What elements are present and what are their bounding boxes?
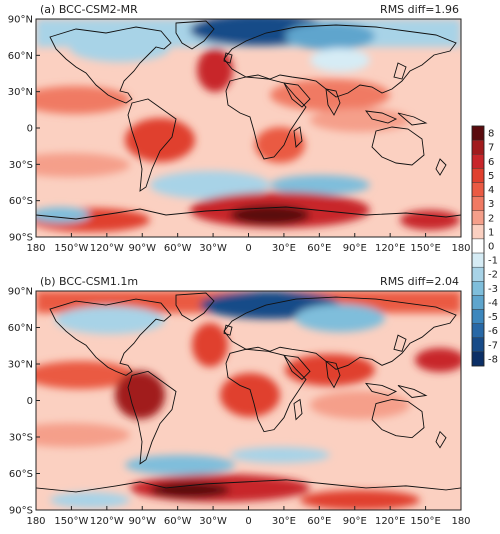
colorbar-swatch bbox=[471, 210, 485, 226]
x-tick-label-b: 150°E bbox=[410, 516, 440, 527]
colorbar-swatch bbox=[471, 252, 485, 268]
y-tick-label-b: 30°N bbox=[8, 360, 33, 371]
x-tick-label-a: 30°W bbox=[199, 243, 227, 254]
x-tick-label-a: 60°E bbox=[307, 243, 331, 254]
x-tick-label-a: 120°E bbox=[375, 243, 405, 254]
colorbar-label: 6 bbox=[488, 157, 494, 168]
colorbar-label: 8 bbox=[488, 129, 494, 140]
colorbar-swatch bbox=[471, 337, 485, 353]
colorbar: 8 7 6 5 4 3 2 1 0 -1 -2 -3 -4 -5 -6 -7 -8 bbox=[471, 125, 498, 367]
x-tick-label-b: 150°W bbox=[54, 516, 88, 527]
y-tick-label-b: 30°S bbox=[9, 433, 33, 444]
x-tick-label-a: 180 bbox=[451, 243, 470, 254]
x-tick-label-a: 90°W bbox=[128, 243, 156, 254]
panel-b-rms-diff: RMS diff=2.04 bbox=[380, 275, 459, 288]
colorbar-swatch bbox=[471, 139, 485, 155]
x-tick-label-b: 90°W bbox=[128, 516, 156, 527]
x-tick-label-b: 120°E bbox=[375, 516, 405, 527]
colorbar-label: 1 bbox=[488, 227, 494, 238]
colorbar-swatch bbox=[471, 154, 485, 169]
colorbar-swatch bbox=[471, 196, 485, 211]
x-tick-label-b: 90°E bbox=[343, 516, 367, 527]
x-tick-label-b: 60°W bbox=[164, 516, 192, 527]
colorbar-swatch bbox=[471, 295, 485, 310]
colorbar-label: -2 bbox=[488, 270, 498, 281]
anomaly-field-a bbox=[36, 19, 461, 232]
x-tick-label-a: 150°W bbox=[54, 243, 88, 254]
x-tick-label-b: 30°W bbox=[199, 516, 227, 527]
colorbar-swatch bbox=[471, 168, 485, 183]
x-tick-label-a: 0 bbox=[245, 243, 251, 254]
y-tick-label-a: 90°N bbox=[8, 15, 33, 26]
panel-a-rms-diff: RMS diff=1.96 bbox=[380, 3, 459, 16]
colorbar-label: 3 bbox=[488, 199, 494, 210]
panel-a-title: (a) BCC-CSM2-MR bbox=[40, 3, 138, 16]
axes-panel-a: 180 150°W 120°W 90°W 60°W 30°W 0 30°E 60°E 90°E 12… bbox=[8, 15, 471, 255]
y-tick-label-b: 0 bbox=[27, 396, 33, 407]
x-tick-label-b: 30°E bbox=[272, 516, 296, 527]
y-tick-label-a: 90°S bbox=[9, 233, 33, 244]
y-tick-label-a: 30°S bbox=[9, 160, 33, 171]
colorbar-swatch bbox=[471, 351, 485, 367]
y-tick-label-b: 90°S bbox=[9, 506, 33, 517]
colorbar-label: 4 bbox=[488, 185, 494, 196]
colorbar-swatch bbox=[471, 224, 485, 240]
colorbar-label: -3 bbox=[488, 284, 498, 295]
y-tick-label-b: 90°N bbox=[8, 287, 33, 298]
colorbar-swatch bbox=[471, 182, 485, 197]
colorbar-swatch bbox=[471, 125, 485, 141]
panel-a: (a) BCC-CSM2-MR RMS diff=1.96 bbox=[35, 3, 462, 238]
x-tick-label-a: 60°W bbox=[164, 243, 192, 254]
y-tick-label-a: 30°N bbox=[8, 87, 33, 98]
colorbar-label: -1 bbox=[488, 256, 498, 267]
colorbar-label: -5 bbox=[488, 312, 498, 323]
x-tick-label-a: 120°W bbox=[90, 243, 124, 254]
colorbar-swatch bbox=[471, 266, 485, 282]
colorbar-label: -7 bbox=[488, 340, 498, 351]
x-tick-label-b: 120°W bbox=[90, 516, 124, 527]
x-tick-label-b: 180 bbox=[451, 516, 470, 527]
colorbar-label: 0 bbox=[488, 242, 494, 253]
x-tick-label-a: 30°E bbox=[272, 243, 296, 254]
colorbar-label: 7 bbox=[488, 143, 494, 154]
colorbar-label: -6 bbox=[488, 326, 498, 337]
x-tick-label-b: 60°E bbox=[307, 516, 331, 527]
anomaly-field-b bbox=[36, 291, 461, 510]
colorbar-label: -8 bbox=[488, 354, 498, 365]
y-tick-label-b: 60°S bbox=[9, 469, 33, 480]
panel-b: (b) BCC-CSM1.1m RMS diff=2.04 bbox=[35, 275, 462, 511]
x-tick-label-a: 90°E bbox=[343, 243, 367, 254]
colorbar-swatch bbox=[471, 323, 485, 338]
colorbar-swatch bbox=[471, 281, 485, 296]
x-tick-label-a: 150°E bbox=[410, 243, 440, 254]
panel-b-title: (b) BCC-CSM1.1m bbox=[40, 275, 138, 288]
x-tick-label-b: 180 bbox=[26, 516, 45, 527]
colorbar-swatch bbox=[471, 309, 485, 324]
y-tick-label-b: 60°N bbox=[8, 323, 33, 334]
colorbar-label: -4 bbox=[488, 298, 498, 309]
colorbar-label: 5 bbox=[488, 171, 494, 182]
y-tick-label-a: 60°N bbox=[8, 51, 33, 62]
colorbar-label: 2 bbox=[488, 213, 494, 224]
x-tick-label-a: 180 bbox=[26, 243, 45, 254]
y-tick-label-a: 0 bbox=[27, 124, 33, 135]
y-tick-label-a: 60°S bbox=[9, 196, 33, 207]
colorbar-swatch bbox=[471, 238, 485, 254]
x-tick-label-b: 0 bbox=[245, 516, 251, 527]
axes-panel-b: 180 150°W 120°W 90°W 60°W 30°W 0 30°E 60°E 90°E 12… bbox=[8, 287, 471, 528]
